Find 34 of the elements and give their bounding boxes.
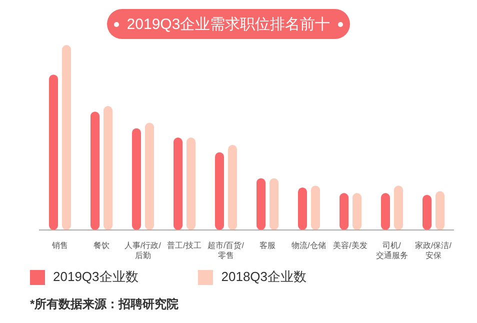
bar <box>90 112 100 230</box>
chart-title: 2019Q3企业需求职位排名前十 <box>126 14 330 34</box>
bar <box>298 187 307 230</box>
legend-label: 2019Q3企业数 <box>53 268 138 286</box>
bar <box>49 74 58 230</box>
bar <box>256 178 266 230</box>
bar <box>436 191 444 230</box>
bar <box>215 152 224 230</box>
bar <box>62 45 71 230</box>
x-tick-label: 司机/交通服务 <box>376 241 408 260</box>
bar <box>270 178 278 230</box>
x-tick-label: 美容/美发 <box>333 241 368 250</box>
bar <box>352 193 362 230</box>
text: *所有数据来源：招聘研究院 <box>30 296 179 313</box>
x-tick-label: 超市/百货/零售 <box>208 241 245 260</box>
bar <box>381 193 390 230</box>
bar <box>132 128 141 230</box>
bar <box>104 106 112 230</box>
x-tick-label: 销售 <box>50 241 68 250</box>
bar <box>228 144 237 230</box>
x-tick-label: 普工/技工 <box>167 241 202 250</box>
bar <box>311 186 320 230</box>
bar <box>422 194 432 230</box>
bar <box>340 193 348 230</box>
bar <box>174 138 182 230</box>
bar <box>394 186 403 230</box>
bar <box>145 122 154 230</box>
x-tick-label: 客服 <box>259 241 276 250</box>
x-tick-label: 人事/行政/后勤 <box>124 241 162 260</box>
x-tick-label: 家政/保洁/安保 <box>415 241 452 260</box>
bar <box>186 138 196 230</box>
x-tick-label: 餐饮 <box>93 241 110 250</box>
x-tick-label: 物流/仓储 <box>292 241 326 250</box>
legend-label: 2018Q3企业数 <box>221 268 307 286</box>
